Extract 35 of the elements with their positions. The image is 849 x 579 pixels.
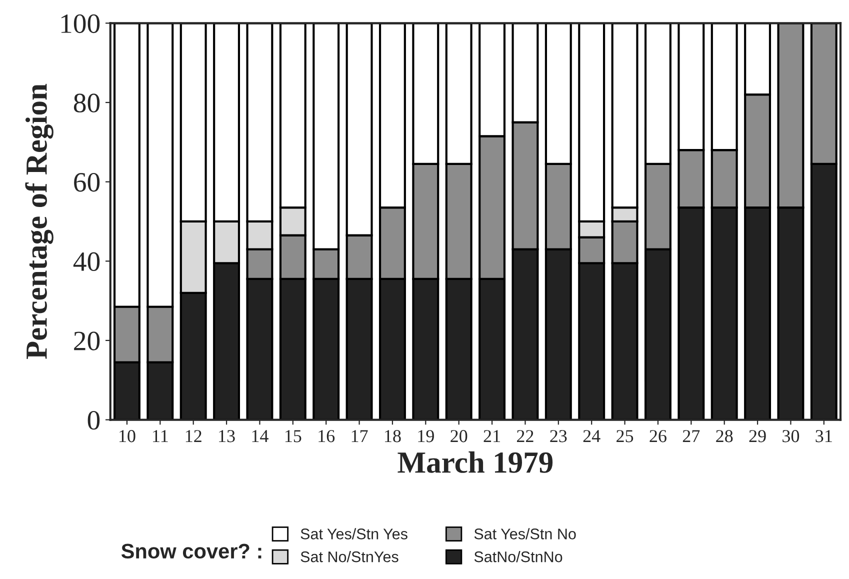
x-tick-label: 13 bbox=[219, 430, 235, 442]
x-tick-label: 22 bbox=[516, 430, 534, 442]
x-tick-label: 14 bbox=[252, 430, 268, 442]
legend-label: Sat No/StnYes bbox=[300, 551, 398, 562]
y-tick-label: 60 bbox=[74, 172, 100, 192]
y-axis-title: Percentage of Region bbox=[25, 84, 54, 359]
x-tick-label: 30 bbox=[782, 430, 800, 442]
x-tick-label: 19 bbox=[418, 430, 434, 442]
x-tick-label: 28 bbox=[716, 430, 733, 442]
x-tick-label: 29 bbox=[749, 430, 766, 442]
legend-label: SatNo/StnNo bbox=[474, 551, 562, 562]
x-tick-label: 10 bbox=[120, 430, 136, 442]
x-tick-label: 15 bbox=[285, 430, 302, 442]
x-axis-title: March 1979 bbox=[398, 451, 553, 473]
x-tick-label: 20 bbox=[450, 430, 468, 442]
legend-label: Sat Yes/Stn No bbox=[474, 528, 576, 540]
legend-title: Snow cover? : bbox=[121, 544, 262, 559]
x-tick-label: 11 bbox=[153, 430, 168, 442]
x-tick-label: 16 bbox=[318, 430, 335, 442]
x-tick-label: 17 bbox=[352, 430, 368, 442]
x-tick-label: 26 bbox=[650, 430, 666, 442]
x-tick-label: 24 bbox=[583, 430, 600, 442]
y-tick-label: 40 bbox=[73, 252, 100, 272]
x-tick-label: 23 bbox=[550, 430, 567, 442]
x-tick-label: 31 bbox=[816, 430, 832, 442]
x-tick-label: 12 bbox=[186, 430, 202, 442]
y-tick-label: 20 bbox=[74, 332, 100, 350]
x-tick-label: 21 bbox=[484, 430, 500, 442]
x-tick-label: 18 bbox=[385, 430, 401, 442]
legend-label: Sat Yes/Stn Yes bbox=[300, 528, 408, 540]
y-tick-label: 100 bbox=[61, 14, 100, 34]
y-tick-label: 0 bbox=[88, 410, 100, 430]
x-tick-label: 25 bbox=[616, 430, 634, 442]
y-tick-label: 80 bbox=[74, 94, 100, 112]
x-tick-label: 27 bbox=[682, 430, 700, 442]
